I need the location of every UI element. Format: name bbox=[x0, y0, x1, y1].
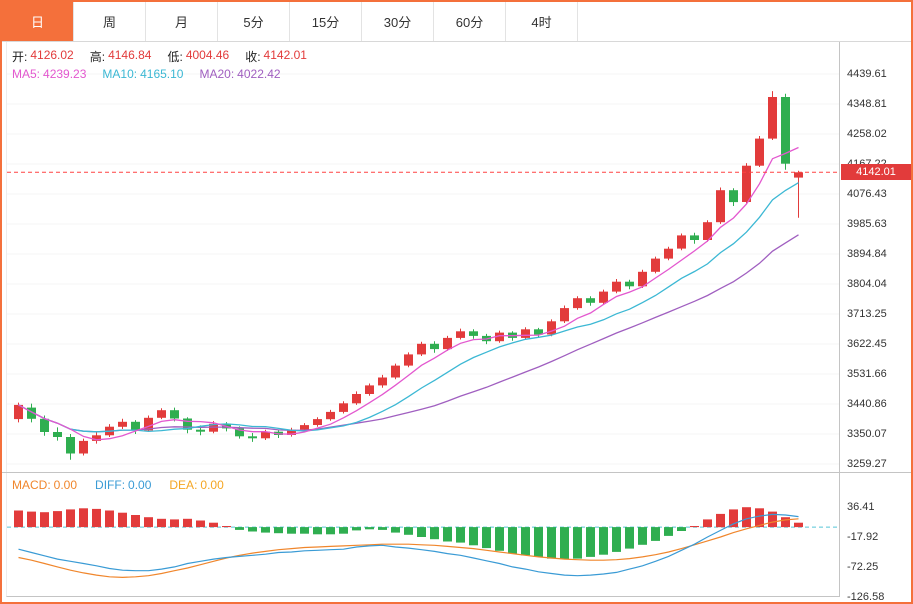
last-price-badge: 4142.01 bbox=[841, 164, 911, 180]
close-readout: 收: 4142.01 bbox=[245, 48, 307, 65]
macd-axis-label: -17.92 bbox=[847, 531, 879, 543]
low-readout: 低: 4004.46 bbox=[167, 48, 229, 65]
ma20-label: MA20: bbox=[199, 67, 235, 81]
macd-axis-label: 36.41 bbox=[847, 501, 875, 513]
price-axis-label: 3350.07 bbox=[847, 428, 887, 440]
price-axis-label: 4348.81 bbox=[847, 98, 887, 110]
ma10-label: MA10: bbox=[102, 67, 138, 81]
ma5-value: 4239.23 bbox=[43, 67, 87, 81]
price-axis-label: 4439.61 bbox=[847, 68, 887, 80]
tab-周[interactable]: 周 bbox=[74, 2, 146, 41]
ma20-value: 4022.42 bbox=[237, 67, 281, 81]
price-axis-label: 4258.02 bbox=[847, 128, 887, 140]
macd-axis-label: -126.58 bbox=[847, 591, 885, 603]
tab-日[interactable]: 日 bbox=[2, 2, 74, 41]
price-axis-label: 3804.04 bbox=[847, 278, 887, 290]
ma5-readout: MA5: 4239.23 bbox=[12, 67, 86, 81]
ma10-value: 4165.10 bbox=[140, 67, 184, 81]
macd-axis: 36.41 -17.92 -72.25 -126.58 bbox=[841, 473, 911, 602]
open-readout: 开: 4126.02 bbox=[12, 48, 74, 65]
close-label: 收: bbox=[245, 50, 261, 64]
dea-label: DEA: bbox=[169, 478, 198, 492]
price-axis-label: 3531.66 bbox=[847, 368, 887, 380]
price-chart-panel: 4439.614348.814258.024167.224076.433985.… bbox=[2, 42, 911, 472]
price-axis-label: 3440.86 bbox=[847, 398, 887, 410]
macd-value: 0.00 bbox=[53, 478, 78, 492]
ma-readout: MA5: 4239.23 MA10: 4165.10 MA20: 4022.42 bbox=[12, 67, 281, 81]
low-value: 4004.46 bbox=[185, 48, 230, 62]
macd-plot[interactable] bbox=[6, 473, 840, 597]
tab-4时[interactable]: 4时 bbox=[506, 2, 578, 41]
macd-axis-label: -72.25 bbox=[847, 561, 879, 573]
price-axis-label: 4076.43 bbox=[847, 188, 887, 200]
candlestick-canvas bbox=[7, 73, 839, 465]
close-value: 4142.01 bbox=[263, 48, 307, 62]
tab-15分[interactable]: 15分 bbox=[290, 2, 362, 41]
tab-60分[interactable]: 60分 bbox=[434, 2, 506, 41]
low-label: 低: bbox=[167, 50, 183, 64]
macd-panel: 36.41 -17.92 -72.25 -126.58 MACD: 0.00 DIFF… bbox=[2, 472, 911, 602]
dea-value: 0.00 bbox=[200, 478, 224, 492]
ohlc-readout: 开: 4126.02 高: 4146.84 低: 4004.46 收: 4142… bbox=[12, 48, 307, 65]
high-readout: 高: 4146.84 bbox=[90, 48, 152, 65]
diff-label: DIFF: bbox=[95, 478, 126, 492]
price-axis-label: 3259.27 bbox=[847, 458, 887, 470]
tab-5分[interactable]: 5分 bbox=[218, 2, 290, 41]
price-axis-label: 3622.45 bbox=[847, 338, 887, 350]
high-label: 高: bbox=[89, 50, 106, 64]
macd-canvas bbox=[7, 507, 839, 579]
price-axis-label: 3894.84 bbox=[847, 248, 887, 260]
ma20-readout: MA20: 4022.42 bbox=[199, 67, 280, 81]
timeframe-tabbar: 日周月 5分 15分 30分 60分 4时 bbox=[2, 2, 911, 42]
macd-label: MACD: bbox=[12, 478, 51, 492]
macd-value-readout: MACD: 0.00 bbox=[12, 478, 77, 492]
high-value: 4146.84 bbox=[108, 48, 152, 62]
price-axis-label: 3985.63 bbox=[847, 218, 887, 230]
open-value: 4126.02 bbox=[30, 48, 74, 62]
candlestick-plot[interactable] bbox=[6, 42, 840, 472]
diff-value-readout: DIFF: 0.00 bbox=[95, 478, 151, 492]
macd-readout: MACD: 0.00 DIFF: 0.00 DEA: 0.00 bbox=[12, 478, 224, 492]
ma10-readout: MA10: 4165.10 bbox=[102, 67, 183, 81]
tab-30分[interactable]: 30分 bbox=[362, 2, 434, 41]
diff-value: 0.00 bbox=[128, 478, 152, 492]
price-axis: 4439.614348.814258.024167.224076.433985.… bbox=[841, 42, 911, 472]
tab-月[interactable]: 月 bbox=[146, 2, 218, 41]
price-axis-label: 3713.25 bbox=[847, 308, 887, 320]
ma5-label: MA5: bbox=[12, 67, 41, 81]
dea-value-readout: DEA: 0.00 bbox=[169, 478, 223, 492]
open-label: 开: bbox=[12, 50, 28, 64]
